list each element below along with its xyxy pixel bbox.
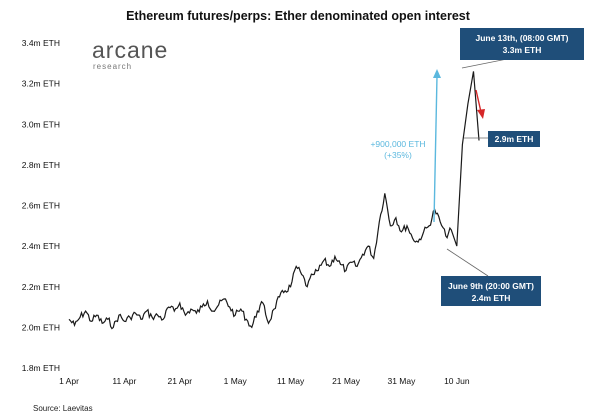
source-note: Source: Laevitas — [33, 404, 93, 413]
decrease-annotation — [475, 89, 485, 119]
y-tick-label: 2.8m ETH — [22, 160, 60, 170]
y-axis: 1.8m ETH 2.0m ETH 2.2m ETH 2.4m ETH 2.6m ETH… — [22, 38, 60, 373]
low-callout-value: 2.4m ETH — [472, 293, 511, 303]
current-callout-value: 2.9m ETH — [495, 134, 534, 144]
x-tick-label: 11 Apr — [112, 376, 136, 386]
current-callout-box — [488, 131, 540, 147]
low-leader — [446, 248, 489, 277]
x-tick-label: 10 Jun — [444, 376, 470, 386]
up-arrow-head — [433, 69, 441, 78]
up-arrow — [433, 75, 438, 223]
increase-annotation: +900,000 ETH (+35%) — [370, 69, 441, 223]
peak-callout-date: June 13th, (08:00 GMT) — [475, 33, 568, 43]
y-tick-label: 3.2m ETH — [22, 79, 60, 89]
x-tick-label: 11 May — [277, 376, 305, 386]
peak-callout-value: 3.3m ETH — [503, 45, 542, 55]
peak-callout: June 13th, (08:00 GMT) 3.3m ETH — [460, 28, 584, 69]
open-interest-line — [68, 71, 480, 330]
chart-title: Ethereum futures/perps: Ether denominate… — [126, 9, 470, 23]
x-tick-label: 31 May — [387, 376, 416, 386]
increase-percent: (+35%) — [384, 150, 412, 160]
logo-subtitle: research — [93, 62, 132, 71]
x-tick-label: 1 May — [224, 376, 248, 386]
y-tick-label: 2.2m ETH — [22, 282, 60, 292]
x-axis: 1 Apr 11 Apr 21 Apr 1 May 11 May 21 May 31 May… — [59, 376, 470, 386]
x-tick-label: 21 May — [332, 376, 361, 386]
y-tick-label: 2.6m ETH — [22, 201, 60, 211]
increase-amount: +900,000 ETH — [370, 139, 425, 149]
arcane-logo: arcane research — [92, 37, 168, 71]
y-tick-label: 3.4m ETH — [22, 38, 60, 48]
x-tick-label: 1 Apr — [59, 376, 79, 386]
y-tick-label: 3.0m ETH — [22, 119, 60, 129]
logo-name: arcane — [92, 37, 168, 63]
low-callout: June 9th (20:00 GMT) 2.4m ETH — [441, 248, 541, 306]
y-tick-label: 1.8m ETH — [22, 363, 60, 373]
y-tick-label: 2.0m ETH — [22, 322, 60, 332]
down-arrow-head — [477, 109, 485, 119]
low-callout-date: June 9th (20:00 GMT) — [448, 281, 534, 291]
current-callout: 2.9m ETH — [464, 131, 540, 147]
low-callout-box — [441, 276, 541, 306]
y-tick-label: 2.4m ETH — [22, 241, 60, 251]
x-tick-label: 21 Apr — [168, 376, 193, 386]
down-arrow — [475, 89, 482, 113]
peak-callout-box — [460, 28, 584, 60]
